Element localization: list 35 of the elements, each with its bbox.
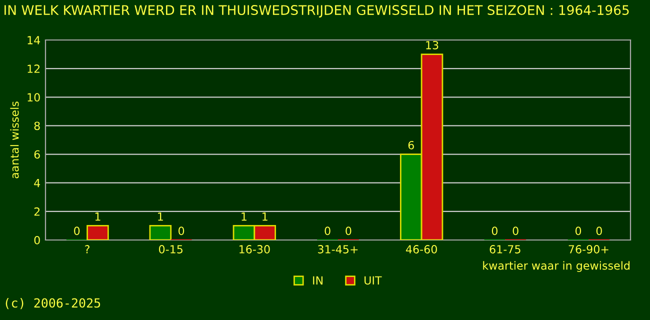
text: (c) 2006-2025	[6, 298, 100, 310]
x-tick-label: 46-60	[406, 245, 437, 254]
data-label: 6	[408, 140, 414, 150]
y-tick-label: 12	[28, 64, 40, 73]
legend-label: IN	[313, 276, 322, 284]
x-tick-label: 76-90+	[568, 245, 608, 254]
data-label: 1	[95, 212, 100, 221]
x-tick-label: 16-30	[240, 245, 270, 254]
x-axis-title: kwartier waar in gewisseld	[483, 261, 630, 272]
y-axis-title: aantal wissels	[10, 102, 19, 178]
data-label: 0	[178, 226, 184, 236]
y-tick-label: 4	[34, 178, 40, 188]
legend-label: UIT	[364, 276, 382, 285]
data-label: 0	[346, 226, 352, 236]
y-tick-label: 6	[34, 150, 40, 159]
data-label: 0	[596, 226, 602, 236]
x-tick-label: 0-15	[158, 245, 182, 254]
y-tick-label: 8	[34, 122, 40, 130]
y-tick-label: 0	[34, 236, 40, 244]
y-tick-label: 14	[28, 36, 40, 44]
data-label: 0	[512, 226, 518, 236]
data-label: 13	[426, 40, 438, 50]
data-label: 0	[492, 226, 498, 236]
data-label: 0	[324, 226, 330, 236]
data-label: 1	[242, 212, 246, 221]
x-tick-label: 61-75	[490, 245, 520, 254]
data-label: 0	[74, 226, 80, 236]
y-tick-label: 10	[28, 93, 40, 102]
data-label: 0	[575, 226, 582, 236]
data-label: 1	[262, 212, 268, 221]
x-tick-label: ?	[85, 245, 90, 254]
chart-title: IN WELK KWARTIER WERD ER IN THUISWEDSTRIJDEN GEWISSELD IN HET SEIZOEN : 1964-1965	[4, 5, 629, 18]
data-label: 1	[158, 212, 163, 221]
y-tick-label: 2	[34, 207, 40, 216]
x-tick-label: 31-45+	[318, 245, 358, 254]
